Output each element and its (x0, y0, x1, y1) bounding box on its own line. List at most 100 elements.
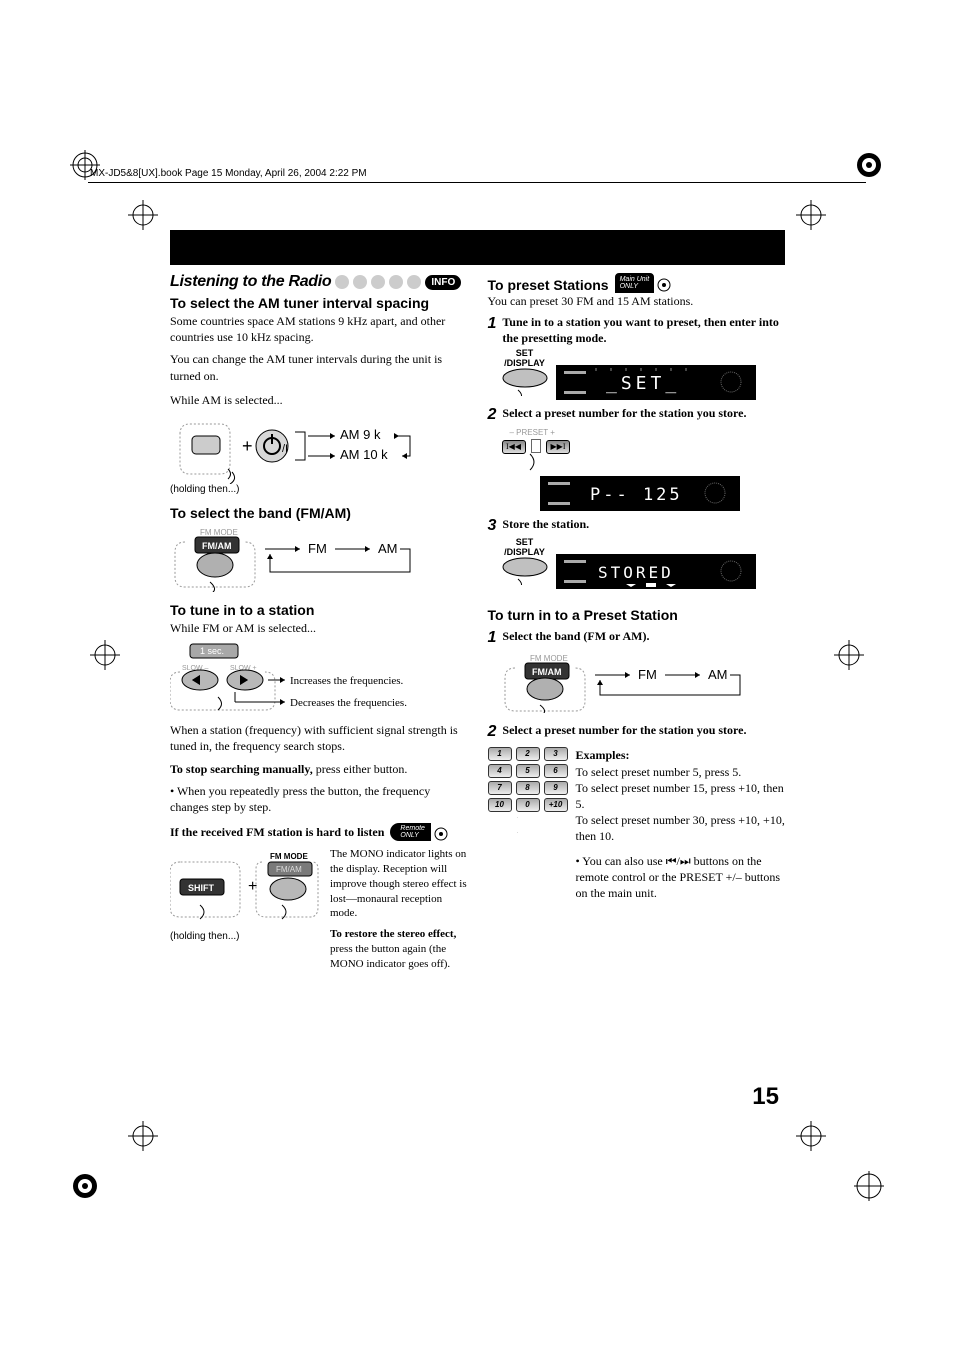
svg-text:FM/AM: FM/AM (276, 865, 302, 874)
svg-text:_SET_: _SET_ (606, 373, 680, 394)
info-badge: INFO (425, 275, 461, 290)
main-unit-text: ONLY (620, 283, 650, 290)
key-10: 10 (488, 798, 512, 812)
crop-mark (854, 1171, 884, 1201)
key-4: 4 (488, 764, 512, 778)
subhead-tune-station: To tune in to a station (170, 602, 468, 618)
main-unit-badge: Main Unit ONLY (615, 273, 672, 293)
diagram-band2: FM MODE FM/AM FM AM (500, 653, 786, 713)
remote-text: Remote (400, 825, 425, 832)
step-text: Select the band (FM or AM). (502, 629, 649, 647)
crop-mark (128, 200, 158, 230)
body-text: press the button again (the MONO indicat… (330, 943, 450, 970)
diagram-tune: 1 sec. SLOW – SLOW + Increases the frequ… (170, 642, 468, 712)
subhead-select-band: To select the band (FM/AM) (170, 505, 468, 521)
section-title: Listening to the Radio (170, 273, 331, 291)
step-number: 1 (488, 315, 497, 346)
example-text: To select preset number 5, press 5. (576, 764, 786, 780)
body-text: To restore the stereo effect, press the … (330, 927, 468, 972)
svg-text:FM MODE: FM MODE (270, 852, 308, 861)
svg-text:STORED: STORED (598, 563, 674, 582)
subhead-preset: To preset Stations (488, 277, 609, 293)
body-text: When a station (frequency) with sufficie… (170, 722, 468, 754)
svg-text:FM/AM: FM/AM (202, 541, 232, 551)
bold-text: To restore the stereo effect, (330, 928, 456, 940)
lcd-display: P-- 125 (540, 476, 740, 511)
key-3: 3 (544, 747, 568, 761)
am9k-label: AM 9 k (340, 427, 381, 442)
set-label: SET (500, 537, 550, 547)
page-number: 15 (752, 1083, 779, 1111)
crop-mark (854, 150, 884, 180)
svg-text:SHIFT: SHIFT (188, 883, 215, 893)
page-header-text: MX-JD5&8[UX].book Page 15 Monday, April … (90, 168, 367, 179)
step-text: Tune in to a station you want to preset,… (502, 315, 785, 346)
svg-text:FM: FM (308, 541, 327, 556)
preset-buttons-diagram: – PRESET + I◀◀ ▶▶I P-- 125 (500, 428, 786, 511)
holding-note: (holding then...) (170, 931, 320, 942)
body-text: You can change the AM tuner intervals du… (170, 351, 468, 383)
dot-icon (371, 275, 385, 289)
body-text: While FM or AM is selected... (170, 620, 468, 636)
svg-text:P-- 125: P-- 125 (590, 485, 683, 505)
right-column: To preset Stations Main Unit ONLY You ca… (488, 273, 786, 978)
diagram-fmam-band: FM MODE FM/AM FM AM (170, 527, 468, 592)
diagram-mono: SHIFT + FM MODE FM/AM (holding then...) (170, 847, 320, 978)
arrow-icon (488, 815, 518, 835)
crop-mark (796, 1121, 826, 1151)
crop-mark (128, 1121, 158, 1151)
body-text: To stop searching manually, press either… (170, 761, 468, 777)
svg-text:FM/AM: FM/AM (532, 667, 562, 677)
remote-only-badge: Remote ONLY (390, 823, 448, 841)
body-text: The MONO indicator lights on the display… (330, 847, 468, 921)
diagram-store: SET /DISPLAY STORED (500, 537, 786, 589)
next-button: ▶▶I (546, 440, 570, 454)
crop-mark (90, 640, 120, 670)
svg-text:FM: FM (638, 667, 657, 682)
svg-text:FM MODE: FM MODE (530, 654, 568, 663)
crop-mark (834, 640, 864, 670)
body-text: press either button. (313, 762, 408, 776)
key-8: 8 (516, 781, 540, 795)
bold-text: To stop searching manually, (170, 762, 313, 776)
lcd-display: STORED (556, 554, 756, 589)
stop-icon (531, 439, 541, 453)
dot-icon (353, 275, 367, 289)
example-text: To select preset number 15, press +10, t… (576, 780, 786, 812)
step-text: Select a preset number for the station y… (502, 406, 746, 424)
left-column: Listening to the Radio INFO To select th… (170, 273, 468, 978)
key-7: 7 (488, 781, 512, 795)
svg-text:1 sec.: 1 sec. (200, 646, 224, 656)
header-rule (88, 182, 866, 183)
remote-text: ONLY (400, 832, 425, 839)
body-text: You can preset 30 FM and 15 AM stations. (488, 293, 786, 309)
key-0: 0 (516, 798, 540, 812)
bold-text: If the received FM station is hard to li… (170, 824, 384, 840)
examples-block: 1 2 3 4 5 6 7 8 9 10 (488, 747, 786, 901)
body-text: While AM is selected... (170, 392, 468, 408)
step-3: 3 Store the station. (488, 517, 786, 535)
am10k-label: AM 10 k (340, 447, 388, 462)
key-1: 1 (488, 747, 512, 761)
step-number: 1 (488, 629, 497, 647)
display-label: /DISPLAY (500, 547, 550, 557)
diagram-set: SET /DISPLAY _SET_ (500, 348, 786, 400)
holding-note: (holding then...) (170, 484, 468, 495)
step-2b: 2 Select a preset number for the station… (488, 723, 786, 741)
subhead-am-interval: To select the AM tuner interval spacing (170, 295, 468, 311)
content-area: Listening to the Radio INFO To select th… (170, 230, 785, 978)
svg-text:AM: AM (708, 667, 728, 682)
step-number: 2 (488, 723, 497, 741)
step-number: 3 (488, 517, 497, 535)
svg-text:Decreases the frequencies.: Decreases the frequencies. (290, 697, 407, 709)
step-text: Store the station. (502, 517, 589, 535)
body-text: • When you repeatedly press the button, … (170, 783, 468, 815)
section-heading-row: Listening to the Radio INFO (170, 273, 468, 291)
step-number: 2 (488, 406, 497, 424)
svg-text:+: + (242, 436, 253, 456)
subhead-turn-preset: To turn in to a Preset Station (488, 607, 786, 623)
main-unit-text: Main Unit (620, 276, 650, 283)
set-label: SET (500, 348, 550, 358)
step-1b: 1 Select the band (FM or AM). (488, 629, 786, 647)
key-9: 9 (544, 781, 568, 795)
